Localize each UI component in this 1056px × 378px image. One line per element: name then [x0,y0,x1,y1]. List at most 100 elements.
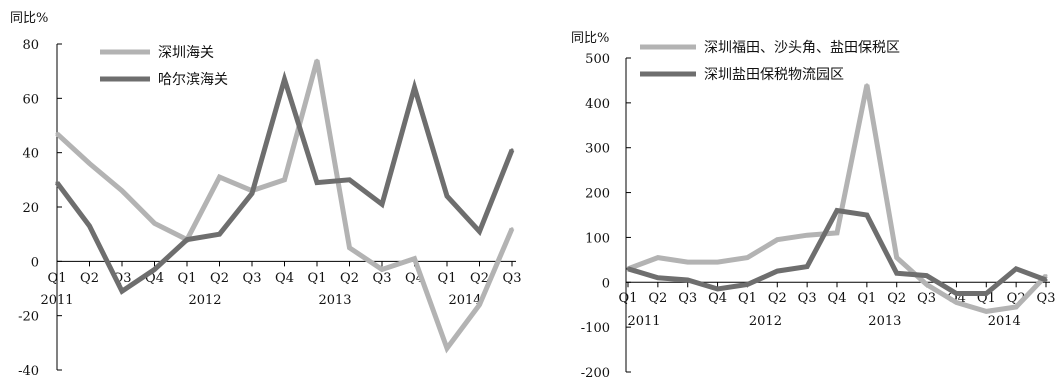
chart1-y-tick-label: -100 [581,321,610,336]
chart0-series-0-point [55,132,59,136]
chart1-year-label: 2012 [749,314,782,329]
chart0-x-tick-label: Q4 [275,271,294,286]
chart1-x-tick-label: Q3 [678,291,697,306]
chart1-series-1-point [775,269,779,273]
chart1-series-0-point [835,231,839,235]
chart0-series-0-point [88,162,91,165]
chart0-series-0-point [478,303,481,307]
chart1-y-tick-label: 300 [585,142,610,157]
chart0-series-0-point [315,58,319,62]
chart0-year-label: 2012 [188,293,221,308]
chart1-x-tick-label: Q2 [648,291,667,306]
chart1-series-1-point [984,292,988,295]
chart1-y-tick-label: 400 [585,97,610,112]
chart0-series-0-point [348,246,351,250]
chart1-series-0-point [925,283,929,286]
chart0-series-1-point [478,230,481,233]
chart0-x-tick-label: Q2 [80,271,99,286]
chart0-x-tick-label: Q3 [503,271,522,286]
chart0-series-1-point [88,224,91,228]
chart1-x-tick-label: Q1 [857,291,876,306]
chart0-x-tick-label: Q3 [243,271,262,286]
chart1-y-tick-label: 100 [585,231,610,246]
chart0-series-0-point [445,346,449,350]
chart1-y-axis-label: 同比% [571,31,609,46]
chart0-series-0-point [283,178,286,182]
chart1-x-tick-label: Q3 [917,291,936,306]
chart0-series-1-point [380,202,384,206]
chart0-series-0-point [510,227,514,231]
chart1-series-1-point [1044,278,1048,282]
chart1-year-label: 2014 [988,314,1021,329]
chart1-series-0-point [686,260,690,264]
chart1-x-tick-label: Q4 [708,291,727,306]
chart0-series-1-point [185,238,189,242]
chart1-year-label: 2011 [627,314,660,329]
chart1-series-1-point [745,283,749,286]
chart1-series-0-line [627,84,1048,314]
chart0-series-0-line [55,59,515,354]
chart1-y-tick-label: 200 [585,187,610,202]
chart1-x-tick-label: Q2 [768,291,787,306]
chart1-series-1-point [925,274,929,278]
chart1-legend-label-1: 深圳盐田保税物流园区 [704,67,844,83]
chart0-legend-label-1: 哈尔滨海关 [158,72,228,88]
chart0-x-tick-label: Q2 [340,271,359,286]
chart0-series-1-point [510,148,514,152]
chart1-series-1-point [835,209,839,212]
chart0-x-tick-label: Q1 [178,271,197,286]
chart0-series-1-point [315,181,319,185]
chart1-series-1-point [954,292,958,295]
chart0-y-tick-label: 20 [22,201,39,216]
chart0-series-1-point [413,86,416,89]
chart0-y-tick-label: 40 [22,147,39,162]
chart0-x-tick-label: Q1 [308,271,327,286]
chart1-x-tick-label: Q2 [887,291,906,306]
chart1-legend-label-0: 深圳福田、沙头角、盐田保税区 [704,40,900,56]
chart1-series-0-point [865,83,869,87]
chart1-series-0-point [805,233,809,237]
chart0-year-label: 2013 [318,293,351,308]
chart0-series-1-point [445,194,449,198]
chart1-x-tick-label: Q1 [619,291,638,306]
chart0-series-1-line [54,70,515,295]
chart1-series-1-point [716,287,720,291]
chart1-series-1-point [1014,267,1018,271]
chart0-y-axis-label: 同比% [10,11,48,26]
chart1-x-tick-label: Q3 [798,291,817,306]
chart1-y-tick-label: -200 [581,366,610,378]
chart0-series-1-point [55,181,59,185]
chart1-x-tick-label: Q3 [1037,291,1056,306]
chart0-legend-label-0: 深圳海关 [158,45,214,61]
chart0-year-label: 2014 [448,293,481,308]
chart0-series-0-point [413,257,416,261]
chart1-series-1-point [805,265,809,269]
chart0-series-0-point [120,189,124,193]
chart1-series-0-point [1014,305,1018,309]
chart1-series-0-point [716,260,720,264]
chart1-y-tick-label: 500 [585,52,610,67]
chart0-y-tick-label: 60 [22,92,39,107]
chart0-x-tick-label: Q3 [373,271,392,286]
chart0-x-tick-label: Q1 [48,271,67,286]
chart1-year-label: 2013 [868,314,901,329]
chart0-year-label: 2011 [40,293,73,308]
chart0-series-0-point [218,175,221,179]
chart1-series-0-point [954,301,958,304]
chart1-series-1-point [865,213,869,217]
chart1-x-tick-label: Q1 [738,291,757,306]
chart0-x-tick-label: Q2 [210,271,229,286]
chart0-series-1-point [218,232,221,236]
chart0-series-0-point [380,268,384,271]
chart0-series-1-point [250,191,254,195]
chart0-y-tick-label: 80 [22,38,39,53]
chart1-series-1-point [626,267,630,271]
chart1-series-0-point [1044,274,1048,278]
chart1-series-1-point [895,271,899,275]
chart1-series-0-point [775,238,779,242]
chart1-y-tick-label: 0 [602,276,610,291]
chart1-x-tick-label: Q4 [828,291,847,306]
chart1-series-1-point [686,278,690,282]
chart0-x-tick-label: Q2 [470,271,489,286]
